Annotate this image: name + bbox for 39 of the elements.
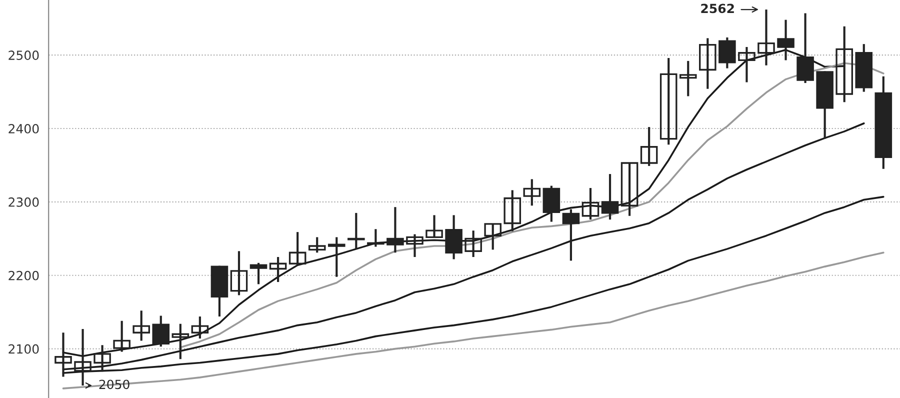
candlestick bbox=[132, 310, 150, 342]
y-tick-label: 2300 bbox=[8, 197, 39, 207]
candlestick bbox=[718, 36, 736, 70]
y-tick-label: 2200 bbox=[8, 270, 39, 280]
candlestick bbox=[484, 222, 502, 251]
candlestick bbox=[620, 162, 638, 217]
candlestick bbox=[699, 37, 716, 90]
y-tick-label: 2500 bbox=[8, 50, 39, 60]
candlestick bbox=[406, 233, 424, 258]
candlestick bbox=[640, 126, 658, 167]
candlestick bbox=[348, 212, 365, 250]
y-tick-label: 2400 bbox=[8, 124, 39, 134]
candlestick bbox=[367, 228, 384, 248]
candlestick bbox=[660, 56, 678, 146]
candlestick bbox=[250, 262, 268, 286]
line-series bbox=[180, 62, 884, 348]
candlestick bbox=[386, 206, 404, 254]
candlestick bbox=[191, 315, 209, 340]
candlestick bbox=[582, 186, 600, 221]
candlestick bbox=[562, 208, 580, 262]
candlestick bbox=[504, 189, 522, 232]
annotation: 2050 bbox=[99, 380, 130, 390]
candlestick bbox=[113, 320, 130, 353]
candlestick bbox=[152, 314, 170, 348]
candlestick bbox=[464, 230, 482, 258]
annotation: 2562 bbox=[701, 4, 734, 14]
candlestick bbox=[288, 231, 306, 266]
candlestick bbox=[426, 214, 443, 239]
candlestick bbox=[308, 236, 326, 254]
candlestick bbox=[523, 178, 541, 207]
candlestick bbox=[679, 60, 697, 98]
candlestick bbox=[542, 184, 560, 223]
candlestick bbox=[328, 236, 346, 278]
candlestick bbox=[445, 214, 462, 260]
y-tick-label: 2100 bbox=[8, 344, 39, 354]
candlestick bbox=[230, 250, 248, 296]
line-series bbox=[62, 252, 884, 390]
candlestick bbox=[601, 172, 619, 221]
candlestick bbox=[269, 256, 287, 284]
